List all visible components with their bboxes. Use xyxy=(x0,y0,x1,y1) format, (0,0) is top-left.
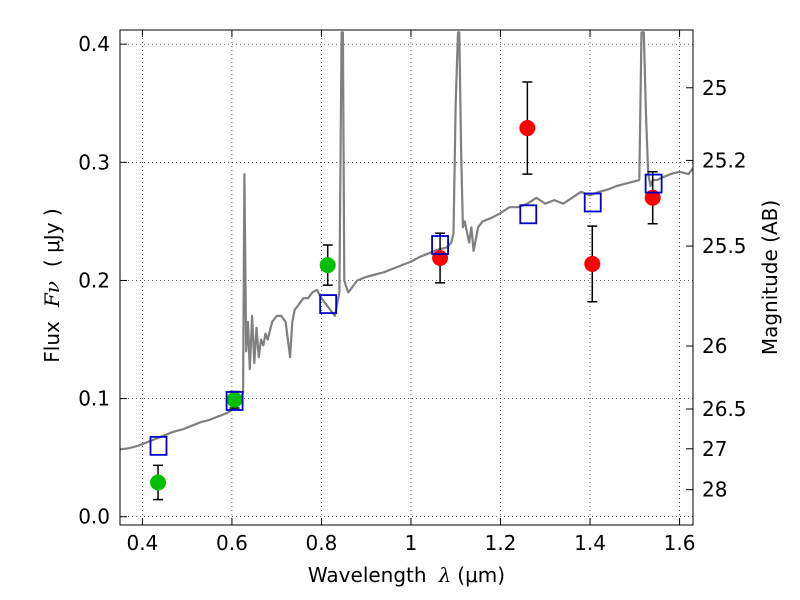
x-tick-label: 1.2 xyxy=(485,531,517,555)
x-tick-label: 1.4 xyxy=(574,531,606,555)
x-tick-label: 1.6 xyxy=(664,531,696,555)
photometry-point xyxy=(519,120,536,137)
photometry-markers-layer xyxy=(149,81,663,501)
model-spectrum-layer xyxy=(120,31,693,451)
y-tick-label: 0.3 xyxy=(78,150,110,174)
tick-marks xyxy=(120,30,693,525)
model-photometry-square xyxy=(225,391,244,411)
plot-frame xyxy=(119,29,694,526)
y-tick-label: 0.1 xyxy=(78,387,110,411)
y2-tick-label: 28 xyxy=(702,478,727,502)
y-tick-label: 0.4 xyxy=(78,32,110,56)
model-photometry-square xyxy=(519,204,538,225)
y2-tick-label: 26.5 xyxy=(702,397,747,421)
photometry-point xyxy=(644,189,661,206)
y2-tick-label: 26 xyxy=(702,334,727,358)
y2-tick-label: 25 xyxy=(702,76,727,100)
y-tick-label: 0.2 xyxy=(78,268,110,292)
model-photometry-square xyxy=(149,435,168,456)
photometry-point xyxy=(432,250,449,267)
x-tick-label: 0.4 xyxy=(126,531,158,555)
model-spectrum-line xyxy=(120,31,693,451)
photometry-point xyxy=(584,255,601,272)
x-tick-label: 0.6 xyxy=(216,531,248,555)
y-tick-label: 0.0 xyxy=(78,505,110,529)
y2-tick-label: 27 xyxy=(702,437,727,461)
model-photometry-square xyxy=(431,235,449,255)
grid-lines xyxy=(120,30,693,525)
x-tick-label: 1 xyxy=(405,531,418,555)
photometry-point xyxy=(319,257,336,274)
x-axis-title: Wavelength λ (μm) xyxy=(308,563,505,587)
photometry-point xyxy=(150,474,167,491)
model-photometry-square xyxy=(583,192,602,213)
y2-tick-label: 25.5 xyxy=(702,234,747,258)
model-photometry-square xyxy=(644,173,663,194)
photometry-point xyxy=(226,391,243,408)
y2-axis-title: Magnitude (AB) xyxy=(758,200,782,355)
y2-tick-label: 25.2 xyxy=(702,148,747,172)
y-axis-title: FluxFν( μJy ) xyxy=(40,208,64,362)
x-tick-label: 0.8 xyxy=(306,531,338,555)
model-photometry-square xyxy=(319,294,338,314)
